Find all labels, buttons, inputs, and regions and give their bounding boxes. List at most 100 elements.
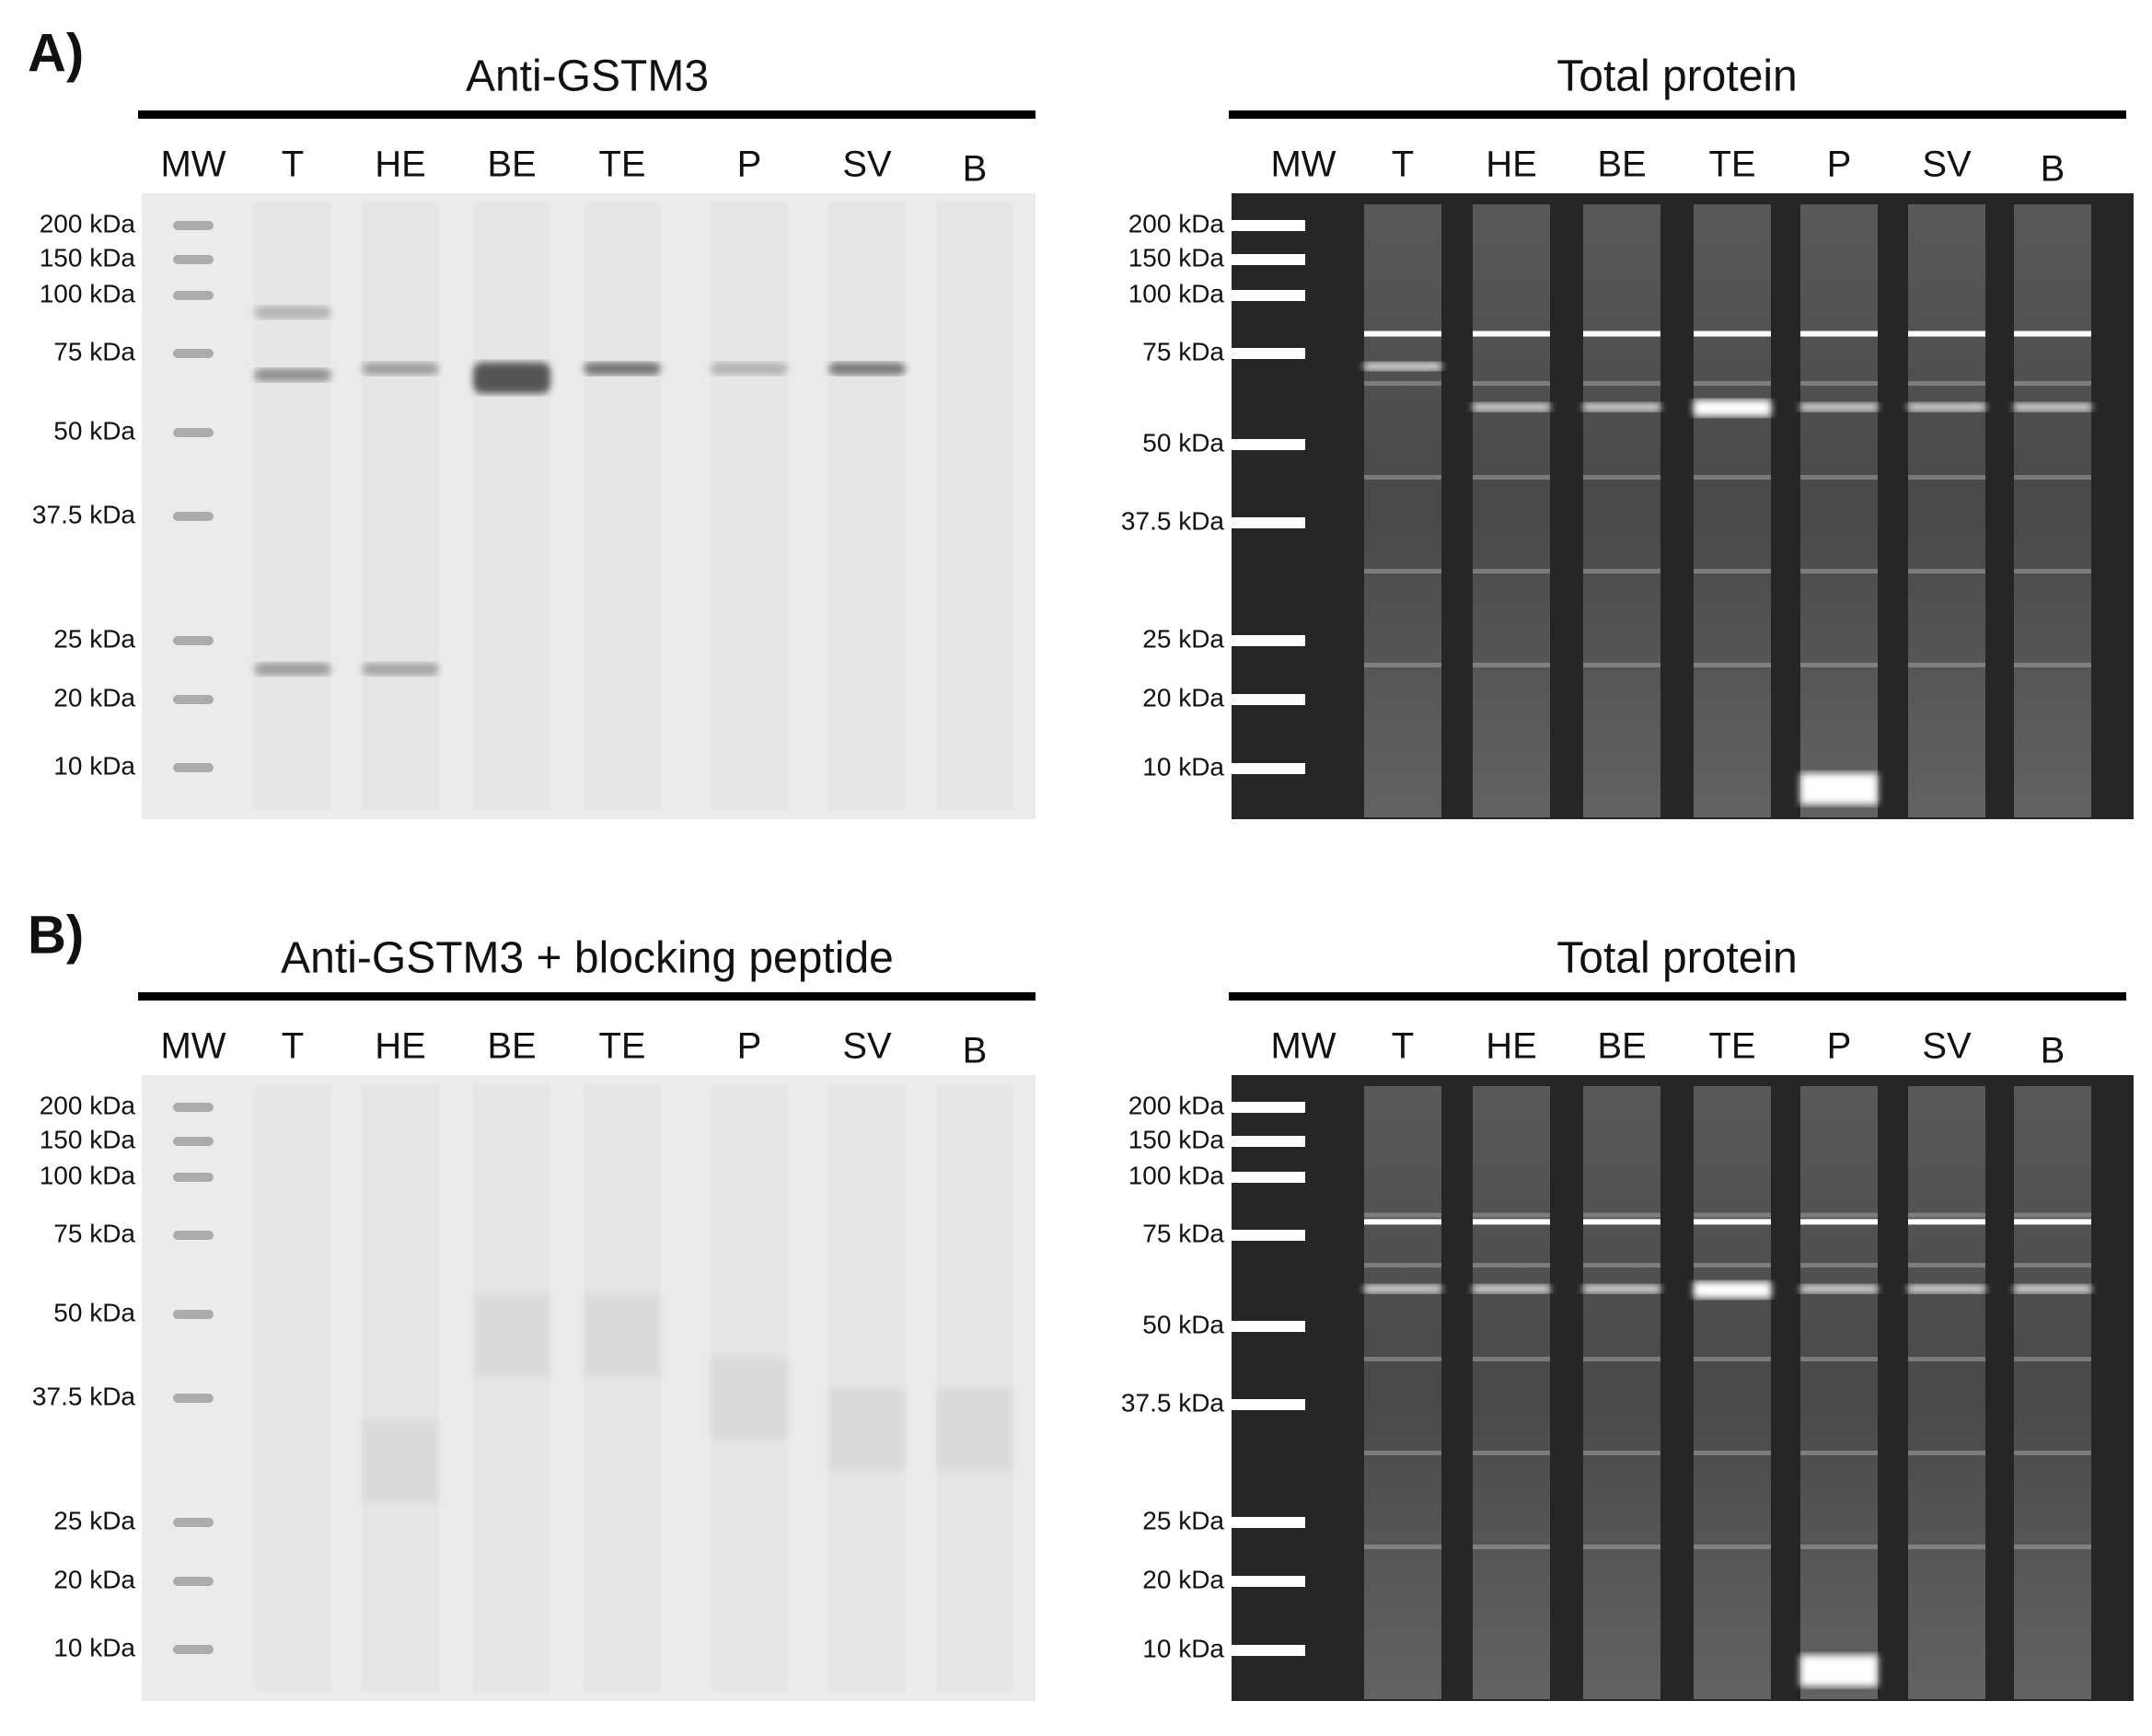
band (1583, 569, 1660, 573)
lane-label: BE (1597, 1026, 1646, 1067)
marker-label: 10 kDa (53, 1633, 135, 1661)
band (1694, 1263, 1771, 1267)
lane-label: BE (487, 145, 536, 185)
band (1800, 663, 1878, 667)
band (2014, 1451, 2091, 1455)
lane (362, 203, 439, 810)
marker-label: 100 kDa (1128, 279, 1225, 307)
marker-band (173, 1518, 214, 1527)
lane (1364, 1086, 1441, 1699)
marker-label: 100 kDa (40, 1161, 136, 1189)
marker-label: 10 kDa (1142, 1634, 1224, 1662)
band (1473, 1451, 1550, 1455)
band (1694, 1212, 1771, 1218)
band (1364, 1212, 1441, 1218)
marker-bar (1232, 694, 1305, 705)
band (1583, 330, 1660, 337)
lane-label: T (1392, 1026, 1414, 1067)
band (1473, 1357, 1550, 1361)
smear (828, 1388, 906, 1471)
title-rule (138, 992, 1036, 1001)
lane-label: P (737, 145, 762, 185)
band (254, 663, 331, 676)
marker-label: 150 kDa (40, 243, 136, 272)
band (254, 368, 331, 382)
band (1800, 475, 1878, 480)
lane-label: TE (598, 1026, 645, 1067)
band (1694, 1545, 1771, 1549)
band (1908, 1263, 1985, 1267)
lane-label: P (737, 1026, 762, 1067)
lane (1694, 204, 1771, 817)
lane (1364, 204, 1441, 817)
lane-label: B (963, 149, 988, 190)
band (1908, 402, 1985, 411)
lane-label: MW (1270, 145, 1336, 185)
marker-label: 37.5 kDa (1121, 1388, 1224, 1417)
lane (828, 203, 906, 810)
marker-label: 37.5 kDa (32, 1382, 135, 1410)
band (1364, 1451, 1441, 1455)
band (1473, 402, 1550, 411)
band (1583, 1545, 1660, 1549)
band (1364, 381, 1441, 386)
marker-bar (1232, 439, 1305, 450)
band (828, 362, 906, 376)
lane-label: HE (375, 1026, 426, 1067)
lane (362, 1084, 439, 1692)
band (1473, 1284, 1550, 1293)
marker-label: 50 kDa (1142, 428, 1224, 457)
marker-label: 75 kDa (1142, 1219, 1224, 1247)
marker-bar (1232, 1321, 1305, 1332)
marker-label: 50 kDa (53, 1298, 135, 1326)
band (1694, 663, 1771, 667)
band (2014, 475, 2091, 480)
marker-bar (1232, 1102, 1305, 1113)
marker-bar (1232, 220, 1305, 231)
band (1800, 569, 1878, 573)
title-rule (1229, 992, 2126, 1001)
band (711, 362, 788, 376)
marker-band (173, 636, 214, 645)
band (1583, 1212, 1660, 1218)
lane (1908, 204, 1985, 817)
band (1473, 381, 1550, 386)
band (2014, 569, 2091, 573)
band (1908, 381, 1985, 386)
marker-bar (1232, 254, 1305, 265)
blot-title: Total protein (1556, 52, 1798, 101)
lane-label: T (282, 1026, 304, 1067)
marker-label: 10 kDa (53, 751, 135, 780)
lane-label: HE (375, 145, 426, 185)
lane-label: SV (842, 1026, 892, 1067)
lane (711, 203, 788, 810)
smear (711, 1357, 788, 1440)
marker-band (173, 1137, 214, 1146)
band (1364, 475, 1441, 480)
band (473, 362, 550, 394)
band (1694, 330, 1771, 337)
band (362, 663, 439, 676)
marker-label: 200 kDa (1128, 209, 1225, 237)
lane-label: BE (1597, 145, 1646, 185)
marker-label: 37.5 kDa (32, 500, 135, 528)
band (1800, 330, 1878, 337)
band (1908, 475, 1985, 480)
blot-title: Anti-GSTM3 (466, 52, 709, 101)
band (1908, 1357, 1985, 1361)
marker-label: 25 kDa (1142, 1506, 1224, 1534)
title-rule (138, 110, 1036, 119)
marker-bar (1232, 1576, 1305, 1587)
marker-label: 150 kDa (1128, 243, 1225, 272)
marker-band (173, 428, 214, 437)
lane-label: P (1827, 145, 1852, 185)
band (1583, 663, 1660, 667)
band (2014, 1284, 2091, 1293)
band (2014, 1357, 2091, 1361)
lane (1583, 204, 1660, 817)
band (1908, 1212, 1985, 1218)
lane (2014, 1086, 2091, 1699)
band (1473, 1545, 1550, 1549)
smear (473, 1294, 550, 1377)
band (1694, 381, 1771, 386)
